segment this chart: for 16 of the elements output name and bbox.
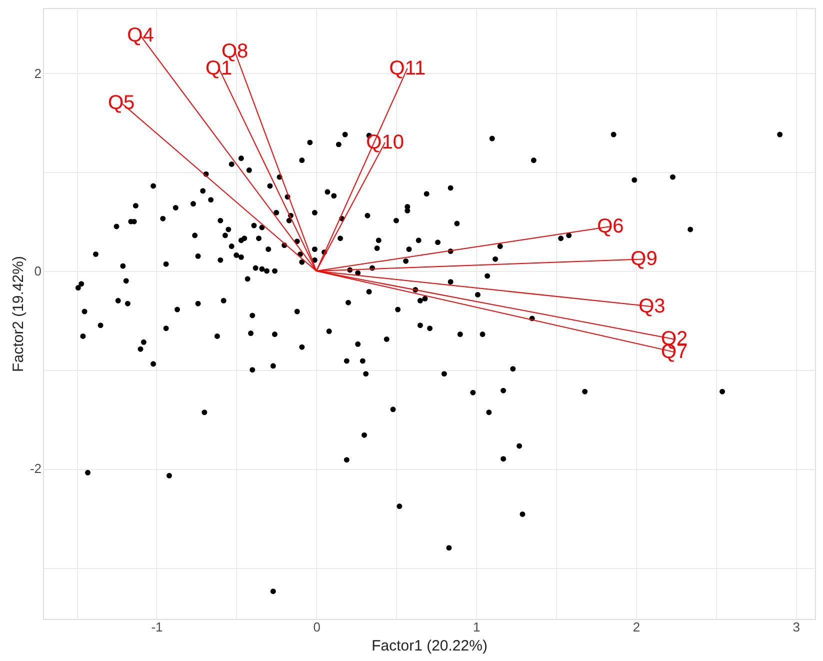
y-tick-label: 2 [34,66,42,81]
x-axis-title: Factor1 (20.22%) [372,638,488,654]
x-tick-label: 2 [632,620,640,634]
series-label: Q9 [630,248,658,270]
y-axis-title: Factor2 (19.42%) [10,256,27,372]
x-tick-label: 1 [473,620,480,634]
x-tick-label: 0 [313,620,320,634]
x-tick-label: 3 [792,620,800,634]
series-label: Q3 [638,296,666,318]
series-label: Q11 [389,57,426,80]
series-label: Q4 [127,24,154,47]
y-tick-label: 0 [34,263,42,278]
x-tick-label: -1 [151,620,163,634]
series-label: Q6 [597,215,624,238]
series-label: Q5 [108,92,135,114]
y-tick-label: -2 [30,461,42,476]
